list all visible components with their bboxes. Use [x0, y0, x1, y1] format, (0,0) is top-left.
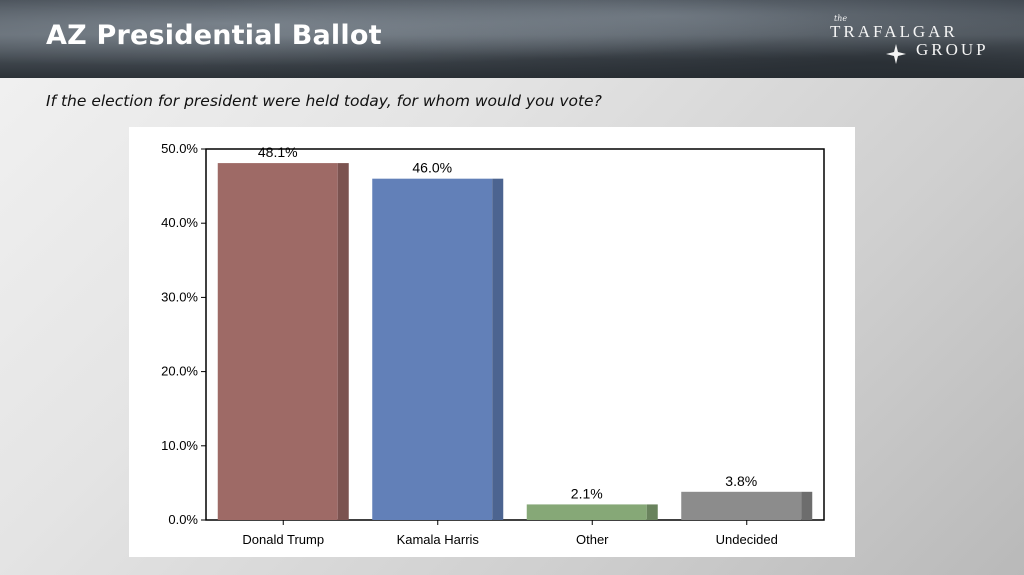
logo-the-text: the	[834, 14, 848, 23]
bar	[217, 163, 338, 520]
data-label: 48.1%	[258, 144, 298, 160]
bar	[372, 178, 493, 520]
bar-side-shade	[337, 163, 349, 520]
bars-group: 48.1% 46.0% 2.1% 3.8%	[217, 144, 813, 520]
bar-side-shade	[492, 178, 504, 520]
y-axis: 0.0% 10.0% 20.0% 30.0% 40.0% 50.0%	[161, 141, 206, 527]
data-label: 46.0%	[412, 160, 452, 176]
data-label: 2.1%	[571, 485, 603, 501]
x-axis: Donald Trump Kamala Harris Other Undecided	[242, 520, 778, 547]
y-tick-label: 0.0%	[168, 512, 198, 527]
trafalgar-group-logo: the TRAFALGAR GROUP	[826, 12, 986, 68]
x-category-label: Kamala Harris	[397, 532, 480, 547]
bar	[681, 491, 802, 520]
logo-line-1: TRAFALGAR	[830, 22, 958, 41]
header-banner: AZ Presidential Ballot the TRAFALGAR GRO…	[0, 0, 1024, 78]
logo-line-2: GROUP	[916, 40, 989, 59]
y-tick-label: 10.0%	[161, 438, 198, 453]
x-category-label: Other	[576, 532, 609, 547]
compass-star-icon	[886, 44, 906, 64]
y-tick-label: 40.0%	[161, 215, 198, 230]
page-title: AZ Presidential Ballot	[46, 20, 382, 51]
data-label: 3.8%	[725, 473, 757, 489]
x-category-label: Undecided	[716, 532, 778, 547]
chart-panel: 0.0% 10.0% 20.0% 30.0% 40.0% 50.0% 48.1% 46.0%…	[129, 127, 855, 557]
y-tick-label: 50.0%	[161, 141, 198, 156]
plot-area-frame	[205, 148, 825, 521]
bar	[526, 504, 647, 520]
bar-side-shade	[646, 504, 658, 520]
bar-side-shade	[801, 491, 813, 520]
x-category-label: Donald Trump	[242, 532, 324, 547]
y-tick-label: 30.0%	[161, 289, 198, 304]
y-tick-label: 20.0%	[161, 364, 198, 379]
bar-chart: 0.0% 10.0% 20.0% 30.0% 40.0% 50.0% 48.1% 46.0%…	[161, 141, 825, 547]
survey-question: If the election for president were held …	[46, 92, 602, 110]
